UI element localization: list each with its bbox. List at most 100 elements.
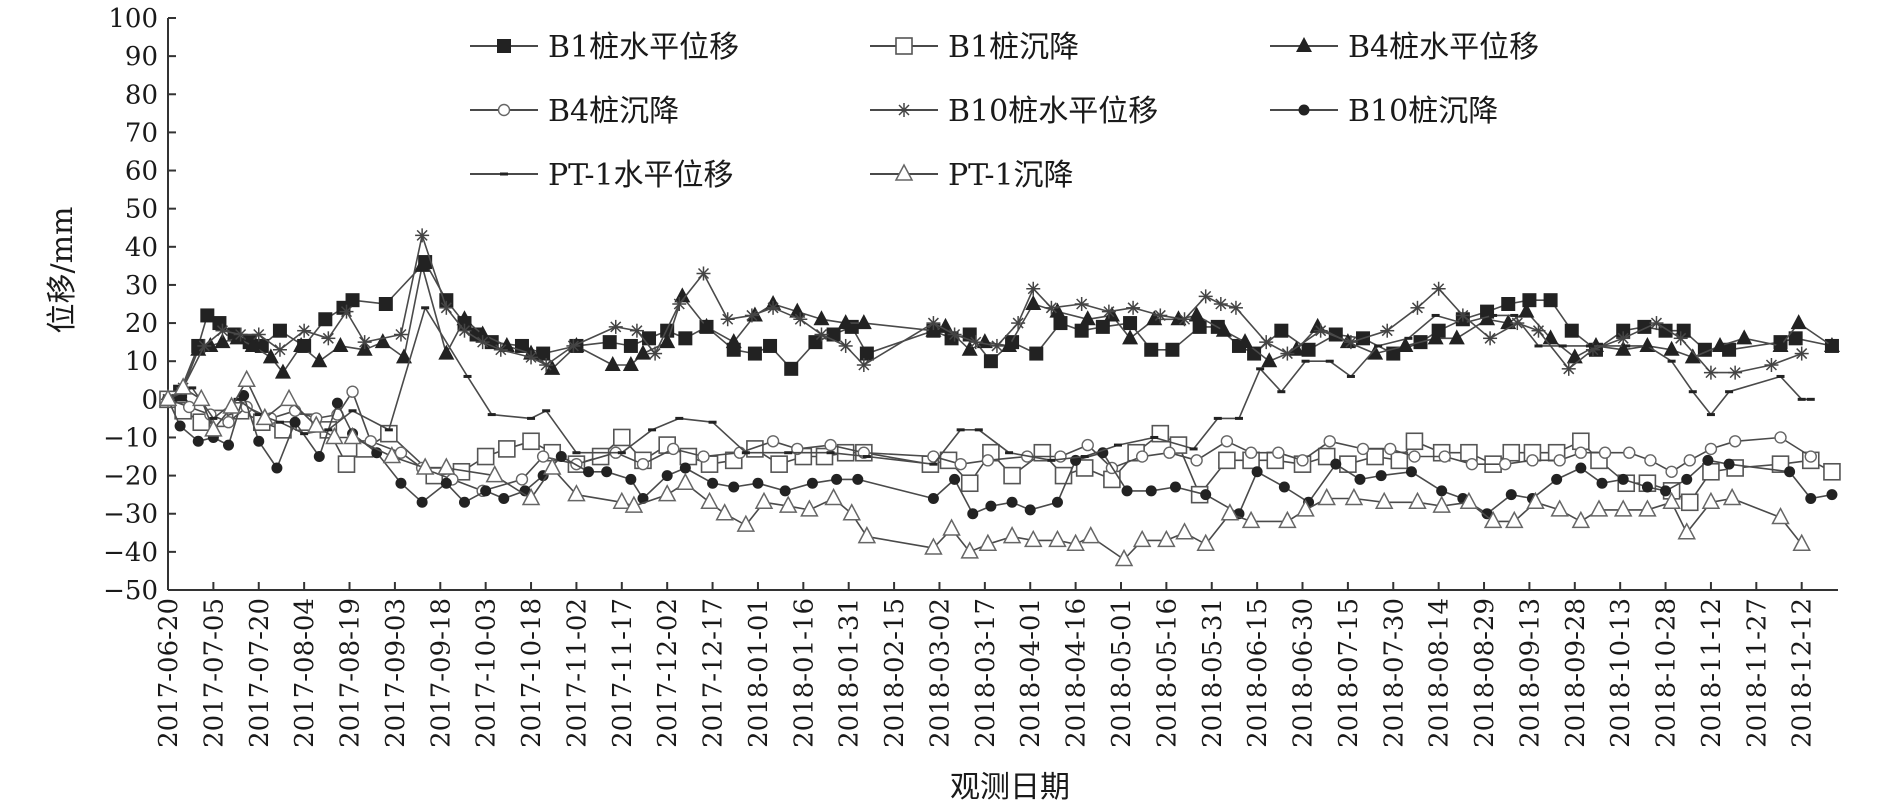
data-point: [857, 526, 877, 544]
data-point: [1005, 451, 1014, 455]
data-point: [395, 477, 407, 489]
y-tick-label: 100: [108, 4, 158, 34]
legend-label: B1桩沉降: [948, 30, 1079, 65]
data-point: [1277, 390, 1286, 394]
data-point: [437, 457, 456, 475]
data-point: [1374, 491, 1394, 510]
data-point: [741, 451, 750, 455]
y-tick-label: −50: [103, 576, 158, 606]
y-tick-label: 0: [141, 385, 158, 415]
data-point: [174, 420, 186, 432]
legend-label: B4桩沉降: [548, 94, 679, 129]
data-point: [542, 409, 551, 413]
x-tick-label: 2018-01-31: [835, 598, 865, 748]
data-point: [1213, 297, 1228, 311]
x-tick-label: 2018-04-16: [1062, 598, 1092, 748]
data-point: [1623, 446, 1636, 459]
data-point: [414, 256, 431, 272]
data-point: [498, 492, 510, 504]
data-point: [1237, 333, 1254, 349]
data-point: [542, 457, 562, 475]
data-point: [1280, 346, 1295, 361]
data-point: [1644, 454, 1657, 467]
data-point: [1505, 510, 1524, 529]
data-point: [1024, 504, 1036, 516]
x-tick-label: 2018-03-02: [925, 598, 955, 748]
data-point: [648, 346, 663, 361]
legend-swatch-marker: [500, 172, 508, 176]
data-point: [237, 369, 256, 388]
data-point: [604, 356, 621, 372]
data-point: [1390, 451, 1409, 470]
data-point: [824, 438, 837, 452]
data-point: [672, 297, 687, 311]
data-point: [602, 335, 617, 350]
data-point: [1356, 442, 1370, 456]
data-point: [1704, 442, 1718, 456]
data-point: [1662, 491, 1681, 510]
y-tick-label: 60: [125, 157, 158, 187]
data-point: [1375, 470, 1387, 482]
data-point: [708, 420, 717, 424]
data-point: [1367, 344, 1384, 360]
data-point: [1323, 435, 1336, 448]
data-point: [698, 317, 715, 333]
data-point: [1296, 499, 1315, 517]
data-point: [617, 451, 626, 455]
x-tick-label: 2018-07-30: [1379, 598, 1409, 748]
data-point: [1526, 454, 1539, 467]
data-point: [961, 340, 978, 356]
data-point: [1044, 300, 1059, 315]
data-point: [306, 415, 326, 433]
data-point: [1192, 319, 1207, 334]
data-point: [1681, 473, 1693, 485]
data-point: [1244, 446, 1258, 459]
data-point: [1190, 454, 1203, 467]
data-point: [1660, 485, 1672, 497]
data-point: [297, 323, 312, 338]
series-line: [167, 306, 1811, 466]
data-point: [1551, 473, 1563, 485]
data-point: [1684, 348, 1701, 364]
data-point: [789, 302, 806, 318]
data-point: [960, 474, 979, 493]
data-point: [667, 442, 680, 456]
series-5: [161, 228, 1809, 407]
data-point: [1522, 293, 1537, 308]
data-point: [978, 533, 998, 551]
data-point: [1080, 455, 1089, 459]
data-point: [954, 457, 967, 471]
data-point: [728, 481, 740, 493]
data-point: [1003, 466, 1021, 485]
data-point: [1177, 312, 1192, 327]
y-tick-label: −10: [103, 423, 158, 453]
data-point: [981, 454, 995, 467]
y-tick-label: 40: [125, 233, 158, 263]
legend-item: B10桩水平位移: [870, 94, 1158, 129]
data-point: [275, 420, 284, 424]
x-tick-label: 2018-09-13: [1515, 598, 1545, 748]
data-point: [1165, 342, 1180, 357]
data-point: [1259, 335, 1274, 350]
data-point: [1313, 323, 1328, 338]
data-point: [255, 407, 275, 426]
data-point: [1011, 316, 1026, 331]
data-point: [1806, 397, 1815, 401]
data-point: [415, 228, 430, 243]
data-point: [634, 344, 651, 360]
data-point: [1550, 499, 1569, 517]
data-point: [337, 455, 356, 473]
x-tick-label: 2018-06-15: [1243, 598, 1273, 748]
series-line: [167, 379, 1803, 561]
data-point: [480, 485, 492, 497]
data-point: [474, 325, 491, 341]
data-point: [348, 409, 357, 413]
x-tick-label: 2017-11-17: [608, 598, 638, 748]
data-point: [1518, 302, 1535, 318]
data-point: [439, 300, 454, 315]
y-tick-label: −40: [103, 538, 158, 568]
data-point: [813, 310, 830, 326]
data-point: [300, 432, 309, 436]
x-tick-label: 2018-08-29: [1470, 598, 1500, 748]
